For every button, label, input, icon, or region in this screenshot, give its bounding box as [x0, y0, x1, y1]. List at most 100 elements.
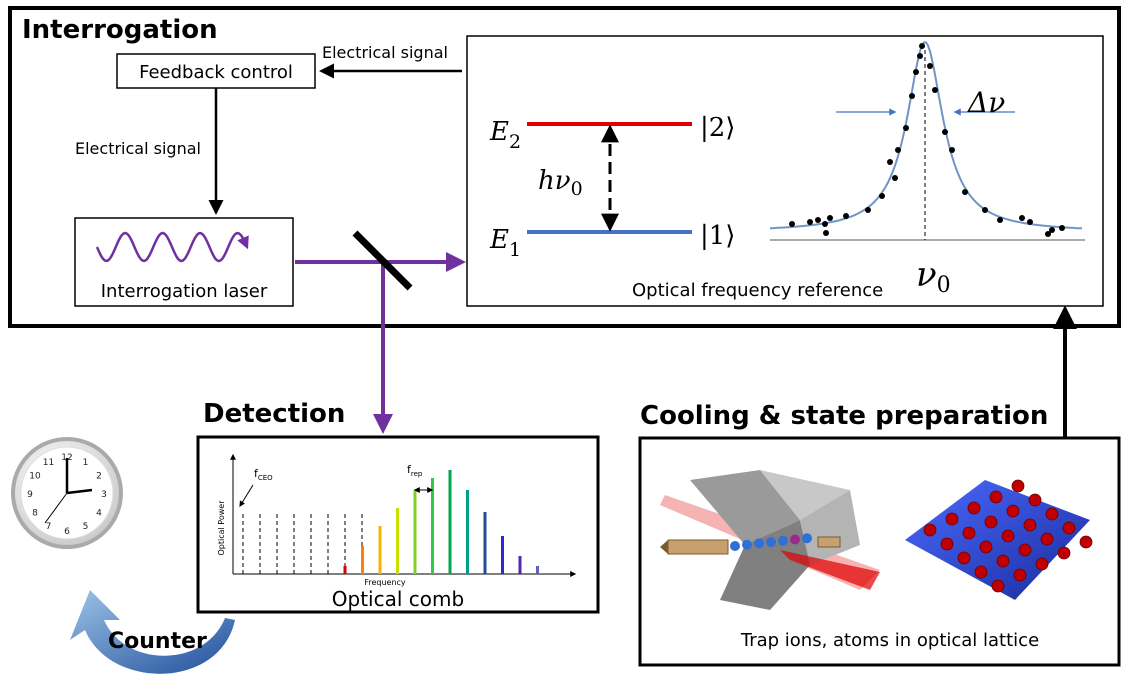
atom [984, 515, 998, 529]
point [822, 221, 828, 227]
clock-numeral: 5 [83, 522, 89, 532]
ion [730, 541, 740, 551]
ion [778, 535, 788, 546]
atom [962, 526, 976, 540]
point [823, 230, 829, 236]
signal-label: Electrical signal [322, 43, 448, 62]
atom [991, 579, 1005, 593]
level-label: E1 [489, 225, 521, 261]
point [807, 219, 813, 225]
linewidth-label: Δν [967, 86, 1005, 119]
comb-caption: Optical comb [332, 587, 464, 611]
laser-wave [95, 231, 249, 263]
reference-box [466, 35, 1104, 307]
point [919, 43, 925, 49]
level-sub: 2 [509, 131, 521, 153]
point [962, 189, 968, 195]
point [1019, 215, 1025, 221]
clock-numeral: 9 [27, 490, 33, 500]
clock-numeral: 11 [43, 458, 54, 468]
atom [1013, 568, 1027, 582]
atom [1001, 529, 1015, 543]
point [895, 147, 901, 153]
atom [1062, 521, 1076, 535]
point [997, 217, 1003, 223]
point [1049, 227, 1055, 233]
atom [967, 501, 981, 515]
ion [754, 538, 764, 549]
point [843, 213, 849, 219]
level-symbol: E [489, 117, 509, 147]
spacing-label: frep [407, 463, 423, 478]
transition-sub: 0 [571, 178, 583, 200]
atom [940, 537, 954, 551]
point [887, 159, 893, 165]
offset-symbol: f [254, 467, 259, 480]
point [949, 147, 955, 153]
section-title: Detection [203, 399, 345, 429]
laser-label: Interrogation laser [101, 281, 268, 302]
beam-splitter [352, 230, 413, 291]
clock-numeral: 8 [32, 509, 38, 519]
clock-numeral: 12 [61, 453, 72, 463]
atom [945, 512, 959, 526]
atom [1035, 557, 1049, 571]
atom [1045, 507, 1059, 521]
offset-arrow [239, 484, 254, 508]
point [942, 129, 948, 135]
point [927, 63, 933, 69]
atom [1057, 546, 1071, 560]
transition-symbol: hν [538, 166, 571, 196]
ion [790, 534, 800, 545]
feedback-label: Feedback control [139, 62, 293, 83]
atom [979, 540, 993, 554]
atom [1011, 479, 1025, 493]
point [879, 193, 885, 199]
point [892, 175, 898, 181]
comb-y-label: Optical Power [217, 500, 226, 556]
point [789, 221, 795, 227]
level-sub: 1 [509, 239, 521, 261]
comb-lines [242, 470, 539, 574]
point [917, 53, 923, 59]
point [903, 125, 909, 131]
point [909, 93, 915, 99]
atom [1028, 493, 1042, 507]
atom [974, 565, 988, 579]
interrogation-frame [8, 6, 1121, 328]
signal-label: Electrical signal [75, 139, 201, 158]
atom [996, 554, 1010, 568]
ket-label: |2⟩ [700, 113, 735, 143]
transition-label: hν0 [538, 166, 583, 200]
comb-x-label: Frequency [364, 578, 406, 587]
laser-box [74, 217, 294, 307]
section-title: Interrogation [22, 15, 218, 45]
level-symbol: E [489, 225, 509, 255]
clock-numeral: 2 [96, 472, 102, 482]
spacing-symbol: f [407, 463, 412, 476]
atom [1006, 504, 1020, 518]
optical-lattice [905, 479, 1093, 600]
point [1045, 231, 1051, 237]
point [1059, 225, 1065, 231]
atom [1018, 543, 1032, 557]
atom [923, 523, 937, 537]
level-label: E2 [489, 117, 521, 153]
offset-sub: CEO [258, 474, 273, 482]
center-sub: 0 [937, 273, 951, 298]
measured-points [789, 43, 1065, 237]
point [1027, 219, 1033, 225]
atom [1079, 535, 1093, 549]
counter-arrow [70, 590, 235, 674]
clock-numeral: 7 [46, 522, 52, 532]
point [932, 87, 938, 93]
point [815, 217, 821, 223]
clock-numeral: 6 [64, 527, 70, 537]
ket-label: |1⟩ [700, 221, 735, 251]
cooling-caption: Trap ions, atoms in optical lattice [740, 630, 1039, 651]
clock-numeral: 10 [29, 472, 41, 482]
point [913, 69, 919, 75]
ion [742, 539, 752, 550]
atom [989, 490, 1003, 504]
